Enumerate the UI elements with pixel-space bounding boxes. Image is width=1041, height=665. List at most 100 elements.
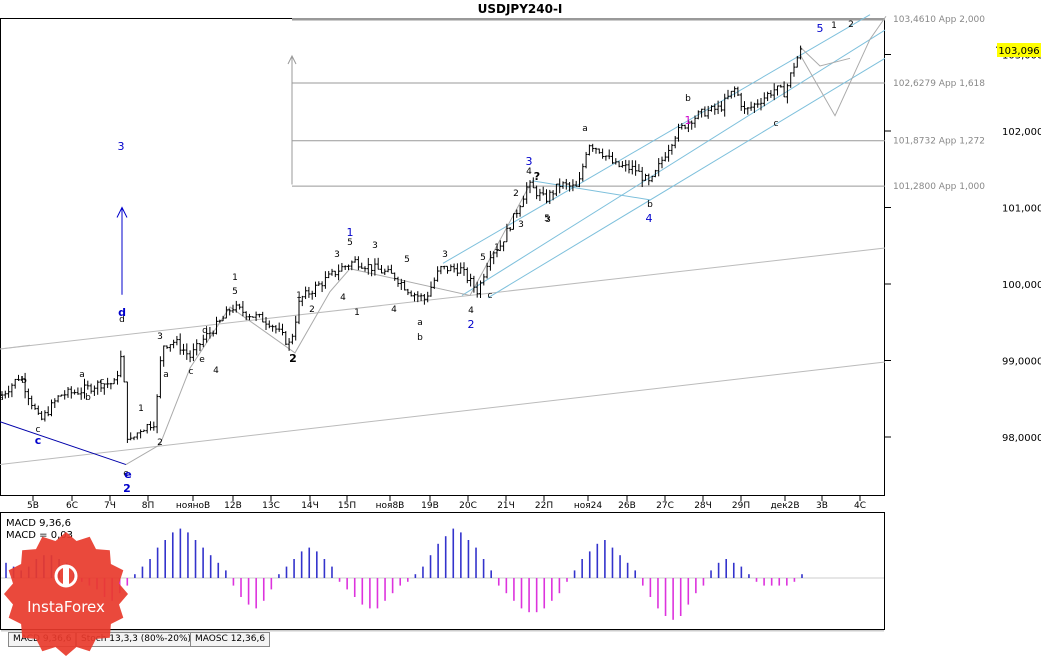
wave-label: 4: [340, 293, 346, 303]
wave-label: 3: [545, 215, 551, 225]
wave-label: c: [189, 367, 194, 377]
wave-structure: [125, 184, 531, 465]
chart-title: USDJPY240-I: [478, 2, 563, 16]
wave-label: d: [202, 326, 208, 336]
macd-histogram: [1, 528, 884, 620]
x-tick-label: 12В: [224, 501, 242, 511]
wave-label-blue: d: [118, 306, 126, 319]
wave-label: 5: [232, 287, 238, 297]
y-tick-label: 99,0000: [1002, 357, 1041, 368]
wave-label: 4: [391, 305, 397, 315]
wave-label: c: [774, 119, 779, 129]
wave-label: 2: [513, 189, 519, 199]
wave-label-blue: 3: [118, 140, 125, 153]
x-tick-label: 27С: [656, 501, 674, 511]
wave-label: 2: [309, 305, 315, 315]
wave3-arrowhead: [116, 206, 128, 218]
wave-label: 1: [138, 404, 144, 414]
candles: [0, 45, 803, 444]
x-tick-label: 20С: [459, 501, 477, 511]
wave-label: c: [488, 291, 493, 301]
wave-label: 3: [334, 250, 340, 260]
wave-label: b: [417, 333, 423, 343]
wave-label-magenta: 1: [685, 114, 692, 127]
macd-value: MACD = 0,03: [6, 530, 73, 541]
x-tick-label: 26В: [618, 501, 636, 511]
fibonacci-levels: 103,4610 App 2,000 102,6279 App 1,618 101,…: [287, 15, 985, 192]
wave-label: ?: [534, 170, 540, 183]
x-tick-label: 15П: [338, 501, 356, 511]
x-tick-label: 28Ч: [694, 501, 712, 511]
wave-label: 3: [518, 220, 524, 230]
x-tick-label: 14Ч: [301, 501, 319, 511]
y-tick-label: 98,0000: [1002, 433, 1041, 444]
x-tick-label: 4С: [854, 501, 866, 511]
tab-maosc[interactable]: MAOSC 12,36,6: [190, 632, 271, 647]
x-tick-label: дек2В: [770, 501, 799, 511]
wave-label: 4: [213, 366, 219, 376]
wave-label-blue: c: [35, 434, 42, 447]
x-axis: 5B 6C 7Ч 8П нояноВ 12В 13С 14Ч 15П ноя8В 19В 20С 21Ч…: [27, 496, 866, 511]
x-tick-label: 13С: [262, 501, 280, 511]
x-tick-label: нояноВ: [176, 501, 210, 511]
wave-label-blue: 4: [646, 212, 653, 225]
wave-label: 5: [347, 238, 353, 248]
x-tick-label: 21Ч: [497, 501, 515, 511]
wave-label-blue: 2: [123, 482, 131, 495]
wave-label: a: [0, 393, 4, 403]
wave-label: 3: [157, 332, 163, 342]
wave-label: 2: [157, 438, 163, 448]
x-tick-label: 22П: [535, 501, 553, 511]
x-tick-label: 29П: [732, 501, 750, 511]
x-tick-label: 8П: [142, 501, 155, 511]
current-price-label: 103,096: [998, 46, 1039, 57]
long-channel-ext: [0, 344, 31, 350]
forecast-path-2: [799, 46, 851, 67]
fib-arrowhead: [287, 54, 297, 65]
long-channel-lower: [0, 361, 886, 466]
wave-label: 3: [442, 250, 448, 260]
wave-label: e: [123, 469, 129, 479]
instaforex-logo: InstaForex: [4, 532, 128, 656]
wave-e-line: [0, 421, 127, 466]
wave-label-blue: 2: [468, 318, 475, 331]
wave-lines: [0, 184, 531, 466]
wave-label: 4: [526, 167, 532, 177]
x-tick-label: 5B: [27, 501, 39, 511]
wave-label: 1: [232, 273, 238, 283]
wave-label: 5: [544, 214, 550, 224]
wave-label: 1: [354, 308, 360, 318]
x-tick-label: ноя24: [574, 501, 603, 511]
wave-label: a: [582, 124, 588, 134]
trend-channels: [0, 14, 887, 466]
x-tick-label: 3В: [816, 501, 828, 511]
current-price-tag: 103,096: [997, 43, 1041, 57]
wave-label: 5: [480, 253, 486, 263]
x-tick-label: 6C: [66, 501, 78, 511]
channel-upper-2: [461, 29, 886, 296]
wave-label: 1: [494, 243, 500, 253]
wave-label: e: [199, 355, 205, 365]
wave-label: a: [163, 370, 169, 380]
channel-wave4: [531, 180, 651, 201]
wave-label-blue: 1: [347, 226, 354, 239]
logo-text: InstaForex: [27, 598, 105, 616]
fib-label: 101,2800 App 1,000: [893, 182, 985, 192]
long-channel-upper: [0, 247, 886, 350]
fib-label: 101,8732 App 1,272: [893, 137, 985, 147]
wave-label: b: [647, 200, 653, 210]
wave-label: 5: [404, 255, 410, 265]
wave-label: a: [79, 370, 85, 380]
wave-label: d: [119, 315, 125, 325]
y-tick-label: 100,000: [1002, 280, 1041, 291]
x-tick-label: ноя8В: [376, 501, 405, 511]
fib-label: 102,6279 App 1,618: [893, 79, 985, 89]
wave-label: c: [36, 425, 41, 435]
wave-label-blue: e: [124, 468, 131, 481]
y-tick-label: 102,000: [1002, 127, 1041, 138]
wave-label: a: [417, 318, 423, 328]
wave-label-blue: 5: [817, 22, 824, 35]
wave-label: 2: [848, 20, 854, 30]
